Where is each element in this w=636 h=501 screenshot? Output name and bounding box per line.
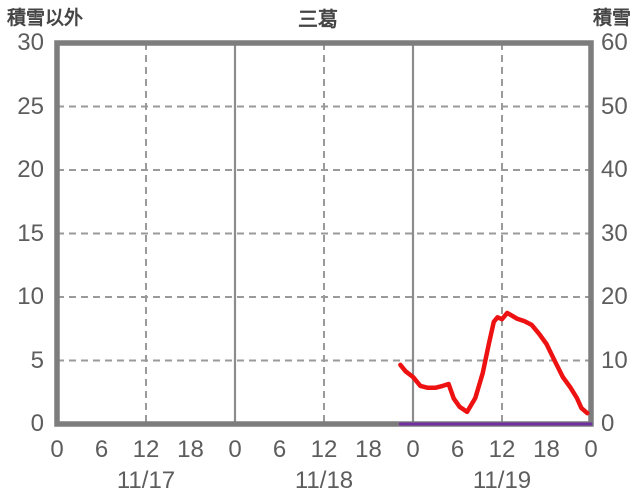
right-axis-tick: 0 <box>601 410 615 437</box>
snow-depth-line <box>398 310 590 416</box>
hour-tick: 6 <box>272 436 287 463</box>
right-axis-tick: 10 <box>601 346 628 374</box>
right-axis-tick: 20 <box>601 283 628 310</box>
date-label: 11/18 <box>294 467 354 494</box>
hour-tick: 12 <box>488 436 516 463</box>
date-label: 11/19 <box>472 467 532 494</box>
hour-tick: 12 <box>132 436 160 463</box>
left-axis-tick: 30 <box>17 29 44 56</box>
hour-tick: 6 <box>450 436 465 463</box>
left-axis-tick: 15 <box>17 219 44 247</box>
left-axis-tick: 10 <box>17 283 44 310</box>
chart-title: 三葛 <box>298 9 338 31</box>
right-axis-tick: 30 <box>601 219 628 247</box>
right-axis-tick: 50 <box>601 92 628 120</box>
plot-border <box>54 40 594 427</box>
right-axis-tick: 40 <box>601 156 628 183</box>
hour-tick: 18 <box>533 436 560 463</box>
right-axis-title: 積雪 <box>592 8 631 29</box>
left-axis-title: 積雪以外 <box>7 8 84 29</box>
hour-tick: 18 <box>177 436 204 463</box>
date-label: 11/17 <box>116 467 176 494</box>
right-axis-tick: 60 <box>601 29 628 56</box>
left-axis-tick: 20 <box>17 156 44 183</box>
hour-tick: 0 <box>50 436 64 463</box>
hour-tick: 18 <box>355 436 382 463</box>
left-axis-tick: 0 <box>30 410 44 437</box>
hour-tick: 0 <box>406 436 420 463</box>
hour-tick: 0 <box>584 436 598 463</box>
left-axis-tick: 25 <box>17 92 44 120</box>
hour-tick: 6 <box>94 436 109 463</box>
hour-tick: 12 <box>310 436 338 463</box>
hour-tick: 0 <box>228 436 242 463</box>
left-axis-tick: 5 <box>30 346 44 374</box>
